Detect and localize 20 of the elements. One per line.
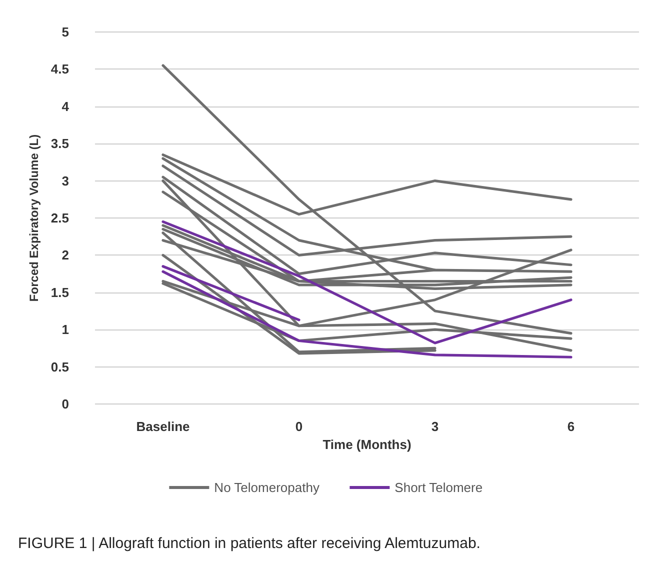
y-axis-title: Forced Expiratory Volume (L) [27, 134, 42, 302]
y-tick-label: 1 [62, 322, 69, 338]
y-tick-label: 2 [62, 248, 69, 263]
y-tick-label: 0 [62, 396, 69, 412]
x-tick-label: Baseline [136, 419, 190, 434]
y-tick-label: 3 [62, 173, 69, 188]
caption: FIGURE 1 | Allograft function in patients after receiving Alemtuzumab. [18, 535, 480, 552]
y-tick-label: 4 [62, 98, 70, 114]
y-tick-label: 5 [62, 24, 69, 40]
x-axis-title: Time (Months) [322, 436, 412, 452]
y-tick-label: 1.5 [50, 284, 69, 300]
legend-label: No Telomeropathy [214, 480, 320, 495]
legend-label: Short Telomere [394, 480, 483, 495]
x-tick-label: 3 [431, 419, 439, 434]
y-tick-label: 2.5 [50, 210, 69, 226]
y-tick-label: 0.5 [50, 359, 69, 374]
y-tick-label: 4.5 [50, 62, 69, 77]
y-tick-label: 3.5 [50, 136, 69, 152]
x-tick-label: 0 [295, 419, 303, 434]
x-tick-label: 6 [567, 419, 575, 434]
